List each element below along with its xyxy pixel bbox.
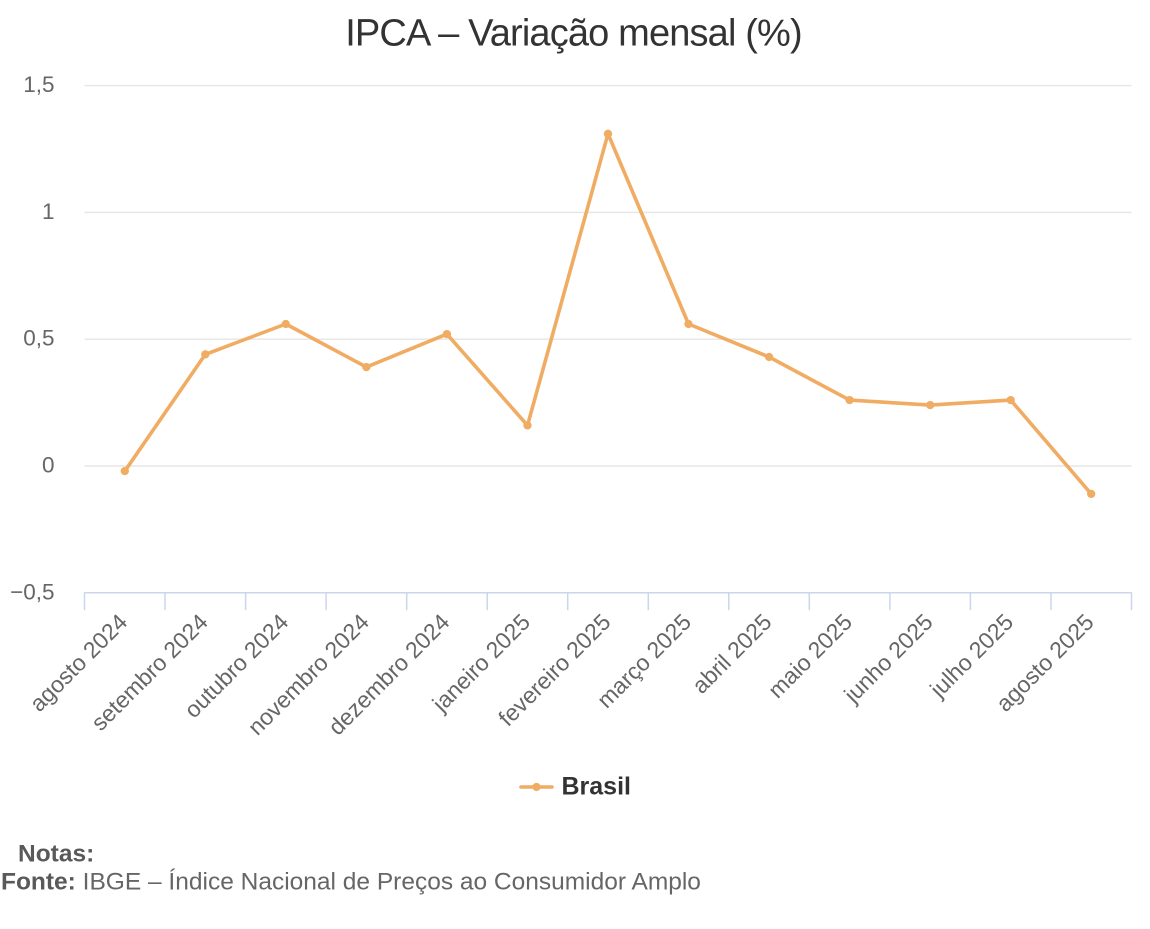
svg-text:0: 0 bbox=[42, 453, 55, 478]
svg-text:IPCA – Variação mensal (%): IPCA – Variação mensal (%) bbox=[345, 13, 802, 55]
svg-text:Brasil: Brasil bbox=[562, 773, 631, 801]
svg-text:−0,5: −0,5 bbox=[10, 579, 54, 604]
svg-text:Notas:: Notas: bbox=[18, 841, 94, 868]
svg-text:1: 1 bbox=[42, 199, 55, 224]
svg-text:1,5: 1,5 bbox=[23, 72, 54, 97]
svg-text:Fonte: IBGE – Índice Nacional: Fonte: IBGE – Índice Nacional de Preços … bbox=[1, 869, 701, 896]
svg-text:0,5: 0,5 bbox=[23, 326, 54, 351]
